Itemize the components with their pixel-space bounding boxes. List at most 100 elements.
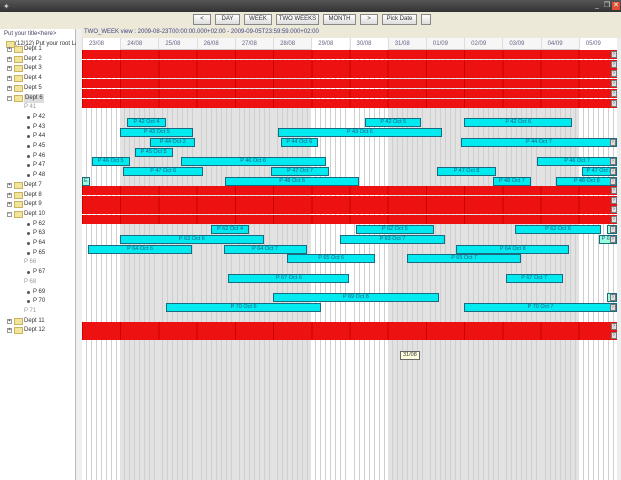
task-bar[interactable]: P 44 Oct 6	[281, 137, 318, 147]
scroll-right-arrow-icon[interactable]: ›	[611, 186, 617, 194]
dept-summary-row[interactable]: ›	[82, 50, 617, 59]
task-bar[interactable]: P 45 Oct 5	[134, 147, 173, 157]
continues-arrow-icon[interactable]: ›	[609, 294, 616, 301]
task-bar[interactable]: P 48 Oct 8 ›	[556, 176, 617, 186]
task-bar[interactable]: P 65 Oct 7	[406, 254, 522, 264]
restore-button[interactable]: ❐	[603, 2, 611, 9]
expand-icon[interactable]: +	[7, 191, 12, 198]
task-bar[interactable]: P 63 Oct 7	[339, 234, 446, 244]
expand-icon[interactable]: +	[7, 75, 12, 82]
collapse-icon[interactable]: −	[7, 210, 12, 217]
task-bar[interactable]: P 46 Oct 6	[180, 157, 326, 167]
date-field[interactable]	[421, 14, 431, 25]
tree-item-label: P 42	[33, 113, 46, 120]
task-bar[interactable]: P 62 Oct 5	[355, 225, 434, 235]
dept-summary-row[interactable]: ›	[82, 214, 617, 224]
dept-summary-row[interactable]: ›	[82, 69, 617, 79]
expand-icon[interactable]: +	[7, 201, 12, 208]
week-button[interactable]: WEEK	[244, 14, 272, 25]
expand-icon[interactable]: +	[7, 317, 12, 324]
scroll-right-arrow-icon[interactable]: ›	[611, 322, 617, 330]
dept-summary-row[interactable]: ›	[82, 185, 617, 195]
task-bar[interactable]: P 64 Oct 8	[456, 244, 570, 254]
expand-icon[interactable]: +	[7, 46, 12, 52]
minimize-button[interactable]: _	[595, 2, 599, 9]
task-bar[interactable]: P 48 Oct 6	[225, 176, 360, 186]
task-bar[interactable]: P 64 Oct 6	[88, 244, 192, 254]
expand-icon[interactable]: +	[7, 84, 12, 91]
dept-summary-row[interactable]: ›	[82, 79, 617, 89]
date-header-cell: 31/08	[387, 38, 426, 50]
dept-summary-row[interactable]: ›	[82, 59, 617, 69]
scroll-right-arrow-icon[interactable]: ›	[611, 70, 617, 78]
close-button[interactable]: ✕	[612, 2, 620, 10]
task-bar[interactable]: P 67 Oct 6	[228, 273, 350, 283]
scroll-right-arrow-icon[interactable]: ›	[611, 51, 617, 58]
scroll-right-arrow-icon[interactable]: ›	[611, 99, 617, 107]
expand-icon[interactable]: +	[7, 55, 12, 62]
two-weeks-button[interactable]: TWO WEEKS	[276, 14, 319, 25]
task-bar[interactable]: P 63 Oct 6	[120, 234, 264, 244]
scroll-right-arrow-icon[interactable]: ›	[611, 60, 617, 68]
task-bar[interactable]: P 43 Oct 6	[277, 128, 442, 138]
task-bar[interactable]: ›	[607, 225, 617, 235]
folder-icon	[14, 317, 23, 325]
scroll-right-arrow-icon[interactable]: ›	[611, 215, 617, 223]
task-bar[interactable]: P›	[607, 293, 617, 302]
task-bar[interactable]: P 46 Oct 7 ›	[537, 157, 617, 167]
scroll-right-arrow-icon[interactable]: ›	[611, 89, 617, 97]
continues-arrow-icon[interactable]: ›	[609, 303, 616, 311]
pick-date-button[interactable]: Pick Date	[382, 14, 417, 25]
tree-scrollbar[interactable]	[76, 29, 82, 480]
expand-icon[interactable]: +	[7, 181, 12, 188]
collapse-icon[interactable]: −	[7, 94, 12, 101]
tree-item-label: Dept 5	[24, 84, 42, 91]
task-bar[interactable]: E	[82, 176, 90, 186]
task-bar[interactable]: P 62 Oct 6	[515, 225, 602, 235]
scroll-right-arrow-icon[interactable]: ›	[611, 196, 617, 204]
continues-arrow-icon[interactable]: ›	[609, 158, 616, 166]
dept-summary-row[interactable]: ›	[82, 321, 617, 331]
dept-summary-row[interactable]: ›	[82, 88, 617, 98]
task-bar[interactable]: P 47 Oct 8	[437, 166, 496, 176]
dept-summary-row[interactable]: ›	[82, 98, 617, 108]
day-button[interactable]: DAY	[215, 14, 240, 25]
next-button[interactable]: >	[360, 14, 378, 25]
dept-summary-row[interactable]: ›	[82, 195, 617, 205]
continues-arrow-icon[interactable]: ›	[609, 235, 616, 243]
expand-icon[interactable]: +	[7, 65, 12, 72]
task-bar[interactable]: P 64 Oct 7	[223, 244, 307, 254]
scroll-right-arrow-icon[interactable]: ›	[611, 332, 617, 340]
prev-button[interactable]: <	[193, 14, 211, 25]
task-bar[interactable]: P 46 Oct 5	[91, 157, 130, 167]
task-bar[interactable]: P 42 Oct 6	[464, 118, 573, 128]
bullet-icon	[27, 125, 30, 129]
continues-arrow-icon[interactable]: ›	[609, 177, 616, 185]
continues-arrow-icon[interactable]: ›	[609, 167, 616, 175]
dept-summary-row[interactable]: ›	[82, 205, 617, 215]
task-bar[interactable]: P 47 Oct 8 ›	[581, 166, 617, 176]
continues-arrow-icon[interactable]: ›	[609, 138, 616, 146]
task-bar[interactable]: P 62 Oct 4	[210, 225, 250, 235]
task-bar[interactable]: P 47 Oct 6	[123, 166, 203, 176]
scroll-right-arrow-icon[interactable]: ›	[611, 80, 617, 88]
task-bar[interactable]: P 65 Oct 6	[287, 254, 375, 264]
expand-icon[interactable]: +	[7, 327, 12, 334]
task-bar[interactable]: P 44 Oct 7 ›	[460, 137, 617, 147]
month-button[interactable]: MONTH	[323, 14, 356, 25]
task-bar[interactable]: P 42 Oct 4	[126, 118, 167, 128]
task-bar[interactable]: P 43 Oct 5	[120, 128, 194, 138]
chart-scrollbar[interactable]	[617, 38, 621, 480]
task-bar[interactable]: P 70 Oct 7 ›	[464, 302, 617, 312]
continues-arrow-icon[interactable]: ›	[609, 226, 616, 234]
task-bar[interactable]: P 63 ›	[599, 234, 617, 244]
task-bar[interactable]: P 69 Oct 8	[273, 293, 439, 302]
task-bar[interactable]: P 42 Oct 5	[365, 118, 422, 128]
task-bar[interactable]: P 48 Oct 7	[492, 176, 531, 186]
task-bar[interactable]: P 44 Oct 3	[150, 137, 196, 147]
dept-summary-row[interactable]: ›	[82, 331, 617, 341]
task-bar[interactable]: P 47 Oct 7	[271, 166, 329, 176]
task-bar[interactable]: P 70 Oct 6	[166, 302, 321, 312]
task-bar[interactable]: P 67 Oct 7	[505, 273, 563, 283]
scroll-right-arrow-icon[interactable]: ›	[611, 206, 617, 214]
